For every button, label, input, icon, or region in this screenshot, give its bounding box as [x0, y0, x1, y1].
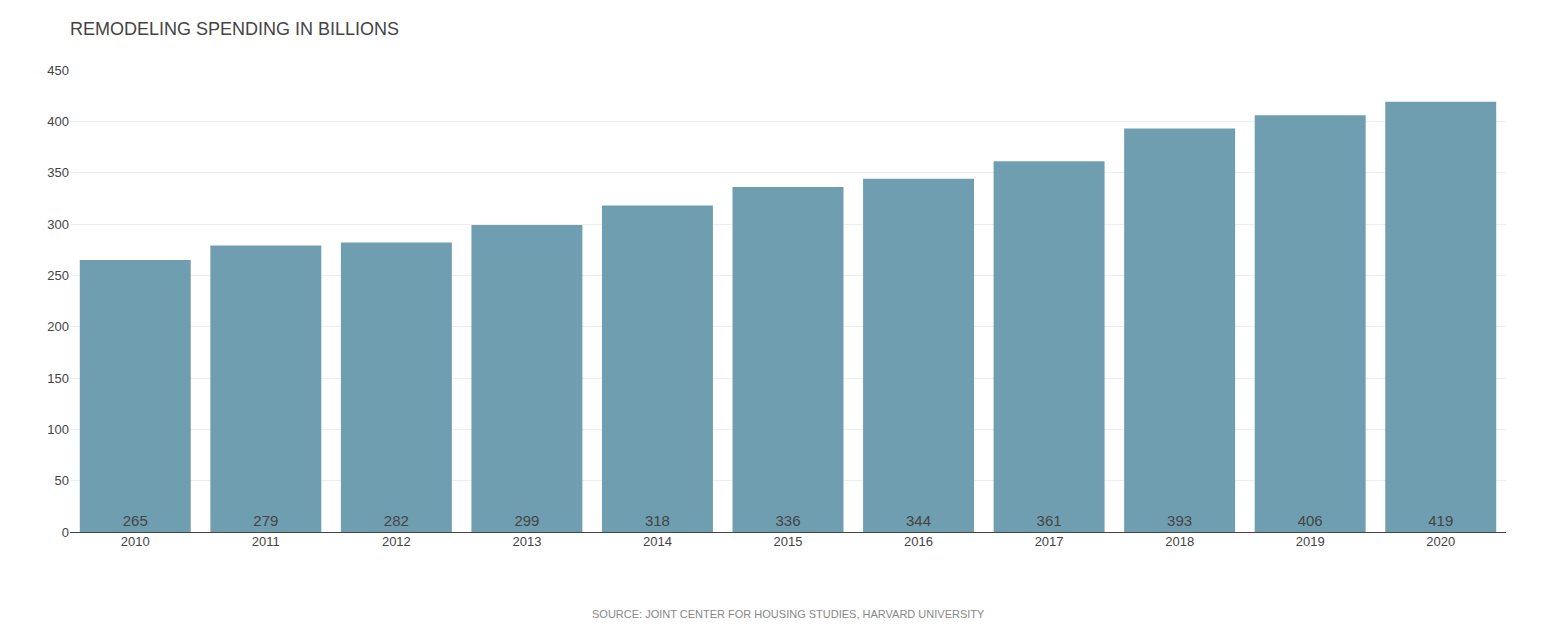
- svg-text:336: 336: [775, 512, 800, 529]
- svg-text:300: 300: [47, 217, 69, 232]
- svg-text:350: 350: [47, 165, 69, 180]
- svg-text:2017: 2017: [1035, 534, 1064, 549]
- svg-text:100: 100: [47, 422, 69, 437]
- svg-text:SOURCE: JOINT CENTER FOR HOUSI: SOURCE: JOINT CENTER FOR HOUSING STUDIES…: [592, 608, 985, 620]
- svg-text:361: 361: [1037, 512, 1062, 529]
- svg-text:265: 265: [123, 512, 148, 529]
- svg-text:150: 150: [47, 371, 69, 386]
- svg-text:279: 279: [253, 512, 278, 529]
- svg-text:282: 282: [384, 512, 409, 529]
- svg-text:250: 250: [47, 268, 69, 283]
- svg-text:2011: 2011: [252, 534, 280, 549]
- svg-text:2014: 2014: [643, 534, 672, 549]
- svg-text:200: 200: [47, 319, 69, 334]
- svg-text:318: 318: [645, 512, 670, 529]
- svg-text:393: 393: [1167, 512, 1192, 529]
- svg-text:419: 419: [1428, 512, 1453, 529]
- svg-text:299: 299: [514, 512, 539, 529]
- svg-text:406: 406: [1298, 512, 1323, 529]
- svg-text:2013: 2013: [512, 534, 541, 549]
- svg-text:2018: 2018: [1165, 534, 1194, 549]
- svg-text:REMODELING SPENDING IN BILLION: REMODELING SPENDING IN BILLIONS: [70, 19, 399, 39]
- svg-text:0: 0: [62, 525, 69, 540]
- svg-text:2012: 2012: [382, 534, 411, 549]
- svg-text:2019: 2019: [1296, 534, 1325, 549]
- svg-text:344: 344: [906, 512, 931, 529]
- svg-text:2015: 2015: [774, 534, 803, 549]
- svg-text:2016: 2016: [904, 534, 933, 549]
- svg-text:450: 450: [47, 63, 69, 78]
- svg-text:50: 50: [55, 473, 69, 488]
- svg-text:2020: 2020: [1426, 534, 1455, 549]
- svg-text:2010: 2010: [121, 534, 150, 549]
- svg-text:400: 400: [47, 114, 69, 129]
